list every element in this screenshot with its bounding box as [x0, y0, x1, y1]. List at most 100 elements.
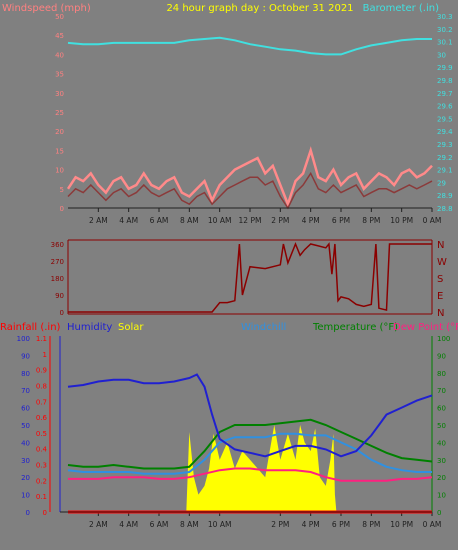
wind-xtick-6: 2 PM: [271, 216, 289, 225]
wind-xtick-1: 4 AM: [119, 216, 138, 225]
compass-3: E: [437, 291, 443, 302]
baro-tick-4: 29.2: [437, 154, 453, 162]
baro-tick-1: 28.9: [437, 192, 453, 200]
baro-tick-7: 29.5: [437, 115, 453, 123]
humidity-tick-2: 20: [21, 474, 30, 482]
wind-tick-6: 30: [55, 90, 64, 98]
wind-xtick-8: 6 PM: [332, 216, 350, 225]
compass-1: W: [437, 257, 447, 268]
rain-tick-6: 0.6: [36, 414, 48, 422]
temperature-tick-1: 10: [437, 492, 446, 500]
direction-tick-3: 270: [51, 258, 64, 266]
rain-tick-11: 1.1: [36, 335, 47, 343]
rain-tick-3: 0.3: [36, 462, 47, 470]
baro-axis-label: Barometer (.in): [363, 3, 439, 14]
humidity-y-ticks: 0 10 20 30 40 50 60 70 80 90 100: [17, 335, 30, 517]
humidity-tick-9: 90: [21, 352, 30, 360]
direction-tick-4: 360: [51, 241, 64, 249]
temperature-tick-5: 50: [437, 422, 446, 430]
wind-tick-0: 0: [60, 205, 64, 213]
temperature-tick-9: 90: [437, 352, 446, 360]
wind-xtick-4: 10 AM: [208, 216, 232, 225]
direction-tick-0: 0: [60, 309, 64, 317]
humidity-tick-7: 70: [21, 387, 30, 395]
multi-xtick-8: 8 PM: [362, 520, 380, 529]
humidity-tick-10: 100: [17, 335, 30, 343]
wind-y-ticks: 0 5 10 15 20 25 30 35 40 45 50: [55, 13, 64, 213]
baro-tick-0: 28.8: [437, 205, 453, 213]
multi-xtick-10: 0 AM: [423, 520, 442, 529]
baro-tick-10: 29.8: [437, 77, 453, 85]
gust-line: [66, 146, 433, 208]
wind-xtick-0: 2 AM: [89, 216, 108, 225]
temperature-line: [67, 418, 433, 470]
rain-tick-1: 0.1: [36, 493, 47, 501]
rain-tick-7: 0.7: [36, 398, 47, 406]
rain-tick-5: 0.5: [36, 430, 47, 438]
temperature-tick-3: 30: [437, 457, 446, 465]
wind-xtick-11: 0 AM: [423, 216, 442, 225]
humidity-tick-4: 40: [21, 439, 30, 447]
compass-0: N: [437, 240, 444, 251]
wind-xtick-9: 8 PM: [362, 216, 380, 225]
multi-x-ticks: 2 AM 4 AM 6 AM 8 AM 10 AM 2 PM 4 PM 6 PM 8 PM 10 …: [89, 512, 441, 529]
wind-xtick-7: 4 PM: [302, 216, 320, 225]
rainfall-label: Rainfall (.in): [0, 322, 61, 333]
multi-xtick-3: 8 AM: [180, 520, 199, 529]
dewpoint-label: Dew Point (°F: [393, 322, 458, 333]
rain-tick-4: 0.4: [36, 446, 48, 454]
baro-tick-15: 30.3: [437, 13, 453, 21]
baro-tick-5: 29.3: [437, 141, 453, 149]
baro-tick-11: 29.9: [437, 64, 453, 72]
baro-tick-8: 29.6: [437, 103, 453, 111]
windchill-line: [67, 432, 432, 475]
temperature-tick-6: 60: [437, 405, 446, 413]
baro-tick-14: 30.2: [437, 26, 453, 34]
multi-panel: Rainfall (.in) Humidity Solar Windchill …: [0, 322, 458, 529]
humidity-line: [67, 373, 433, 458]
rain-y-ticks: 0 0.1 0.2 0.3 0.4 0.5 0.6 0.7 0.8 0.9 1 1.1: [36, 335, 48, 517]
humidity-label: Humidity: [67, 322, 112, 333]
wind-tick-7: 35: [55, 71, 64, 79]
wind-xtick-5: 12 PM: [239, 216, 262, 225]
multi-xtick-1: 4 AM: [119, 520, 138, 529]
temperature-tick-10: 100: [437, 335, 450, 343]
wind-x-ticks: 2 AM 4 AM 6 AM 8 AM 10 AM 12 PM 2 PM 4 PM 6 PM 8 …: [89, 208, 441, 225]
windchill-label: Windchill: [241, 322, 286, 333]
humidity-tick-0: 0: [26, 509, 30, 517]
rain-tick-0: 0: [43, 509, 47, 517]
chart-title: 24 hour graph day : October 31 2021: [166, 3, 353, 14]
wind-tick-10: 50: [55, 13, 64, 21]
multi-xtick-5: 2 PM: [271, 520, 289, 529]
multi-xtick-0: 2 AM: [89, 520, 108, 529]
baro-tick-3: 29.1: [437, 167, 453, 175]
baro-tick-9: 29.7: [437, 90, 453, 98]
temperature-y-ticks: 0 10 20 30 40 50 60 70 80 90 100: [437, 335, 450, 517]
temperature-tick-8: 80: [437, 370, 446, 378]
baro-tick-12: 30: [437, 51, 446, 59]
humidity-tick-3: 30: [21, 457, 30, 465]
baro-y-ticks: 28.8 28.9 29 29.1 29.2 29.3 29.4 29.5 29.6 29.7 29…: [437, 13, 453, 213]
wind-axis-label: Windspeed (mph): [2, 3, 91, 14]
rain-tick-8: 0.8: [36, 382, 47, 390]
baro-tick-2: 29: [437, 179, 446, 187]
wind-tick-5: 25: [55, 109, 64, 117]
wind-xtick-2: 6 AM: [150, 216, 169, 225]
barometer-line: [67, 36, 432, 56]
direction-line: [68, 242, 432, 313]
wind-tick-4: 20: [55, 128, 64, 136]
multi-xtick-9: 10 PM: [390, 520, 413, 529]
multi-xtick-6: 4 PM: [302, 520, 320, 529]
wind-tick-9: 45: [55, 32, 64, 40]
temperature-tick-0: 0: [437, 509, 441, 517]
rain-tick-10: 1: [43, 351, 47, 359]
baro-tick-6: 29.4: [437, 128, 453, 136]
wind-xtick-3: 8 AM: [180, 216, 199, 225]
multi-xtick-4: 10 AM: [208, 520, 232, 529]
compass-2: S: [437, 274, 443, 285]
direction-series: [68, 242, 432, 313]
direction-tick-2: 180: [51, 275, 64, 283]
